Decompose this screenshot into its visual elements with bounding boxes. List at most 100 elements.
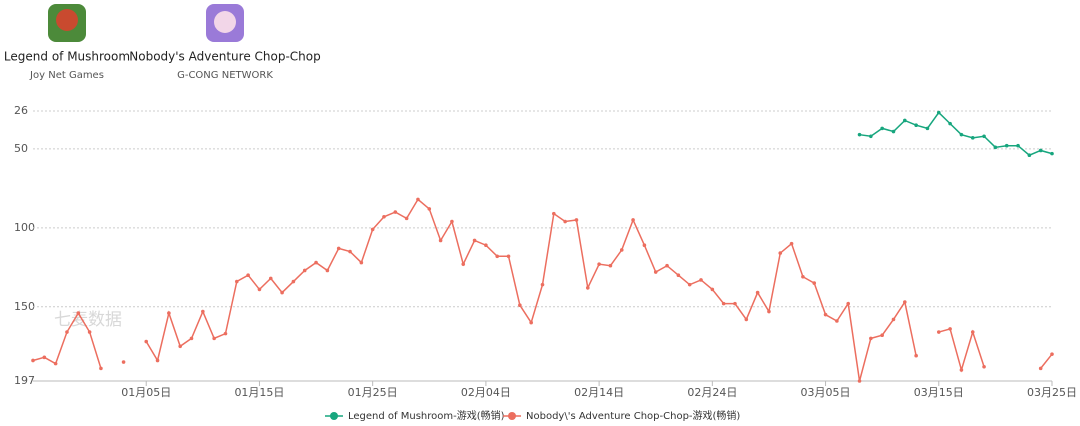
y-tick-label: 100 — [14, 221, 35, 234]
data-point — [936, 110, 941, 115]
app-publisher: G-CONG NETWORK — [177, 70, 273, 81]
data-point — [823, 312, 828, 317]
x-tick-label: 01月15日 — [234, 386, 284, 399]
y-tick-label: 197 — [14, 374, 35, 387]
data-point — [518, 303, 522, 308]
data-point — [212, 336, 216, 341]
data-point — [280, 290, 284, 295]
data-point — [642, 243, 647, 248]
data-point — [416, 197, 420, 202]
data-point — [869, 336, 873, 341]
data-point — [540, 282, 545, 287]
y-tick-label: 50 — [14, 142, 28, 155]
data-point — [755, 290, 760, 295]
legend-label: Nobody\'s Adventure Chop-Chop-游戏(畅销) — [526, 409, 740, 422]
data-point — [608, 263, 613, 268]
data-point — [948, 121, 952, 126]
data-point — [268, 276, 273, 281]
data-point — [846, 301, 850, 306]
watermark: 七麦数据 — [54, 310, 122, 330]
data-point — [167, 311, 171, 315]
data-point — [291, 279, 296, 284]
data-point — [903, 300, 907, 304]
data-point — [461, 262, 466, 266]
data-point — [314, 260, 318, 265]
data-point — [891, 129, 896, 134]
data-point — [1027, 153, 1032, 158]
data-point — [891, 317, 896, 322]
data-point — [744, 317, 749, 322]
data-point — [42, 355, 47, 360]
data-point — [665, 263, 669, 268]
data-point — [438, 238, 443, 243]
series-line — [32, 198, 1053, 382]
data-point — [914, 123, 918, 128]
data-point — [959, 132, 964, 137]
data-point — [733, 301, 737, 306]
y-tick-label: 26 — [14, 104, 28, 117]
data-point — [959, 368, 964, 372]
data-point — [495, 254, 500, 259]
x-tick-label: 02月04日 — [461, 386, 511, 399]
x-tick-label: 02月14日 — [574, 386, 624, 399]
data-point — [563, 219, 567, 224]
data-point — [393, 210, 398, 214]
data-point — [246, 273, 250, 278]
data-point — [801, 274, 805, 279]
data-point — [925, 126, 930, 131]
data-point — [835, 319, 839, 323]
data-point — [336, 246, 341, 251]
data-point — [189, 336, 194, 341]
data-point — [235, 279, 239, 284]
legend-marker — [330, 412, 338, 420]
data-point — [778, 251, 783, 255]
data-point — [87, 330, 92, 334]
data-point — [812, 281, 817, 285]
data-point — [472, 238, 477, 243]
data-point — [869, 134, 873, 139]
data-point — [676, 273, 681, 278]
data-point — [31, 358, 35, 363]
data-point — [574, 218, 579, 222]
data-point — [257, 287, 262, 292]
data-point — [767, 309, 771, 314]
legend-label: Legend of Mushroom-游戏(畅销) — [348, 409, 505, 422]
data-point — [382, 214, 386, 219]
x-tick-label: 03月05日 — [801, 386, 851, 399]
data-point — [789, 241, 794, 246]
x-tick-label: 01月05日 — [121, 386, 171, 399]
data-point — [76, 311, 81, 315]
data-point — [880, 333, 884, 338]
data-point — [880, 126, 884, 131]
data-point — [948, 327, 952, 331]
data-point — [687, 282, 692, 287]
data-point — [53, 361, 58, 366]
data-point — [1004, 143, 1009, 148]
data-point — [302, 268, 307, 273]
app-icon-art — [214, 11, 236, 33]
app-name: Nobody's Adventure Chop-Chop — [129, 50, 320, 64]
data-point — [857, 379, 862, 383]
app-publisher: Joy Net Games — [29, 70, 104, 81]
data-point — [619, 248, 624, 252]
data-point — [1050, 151, 1054, 156]
app-name: Legend of Mushroom — [4, 50, 130, 64]
data-point — [427, 207, 432, 211]
data-point — [721, 301, 726, 306]
data-point — [710, 287, 715, 292]
data-point — [529, 320, 533, 325]
data-point — [982, 364, 986, 369]
data-point — [121, 360, 126, 364]
data-point — [450, 219, 454, 224]
data-point — [970, 136, 975, 140]
data-point — [982, 134, 986, 139]
data-point — [201, 309, 205, 314]
data-point — [484, 243, 488, 248]
data-point — [1016, 143, 1020, 148]
y-tick-label: 150 — [14, 300, 35, 313]
data-point — [506, 254, 511, 259]
data-point — [325, 268, 330, 273]
data-point — [903, 118, 907, 123]
data-point — [370, 227, 375, 232]
